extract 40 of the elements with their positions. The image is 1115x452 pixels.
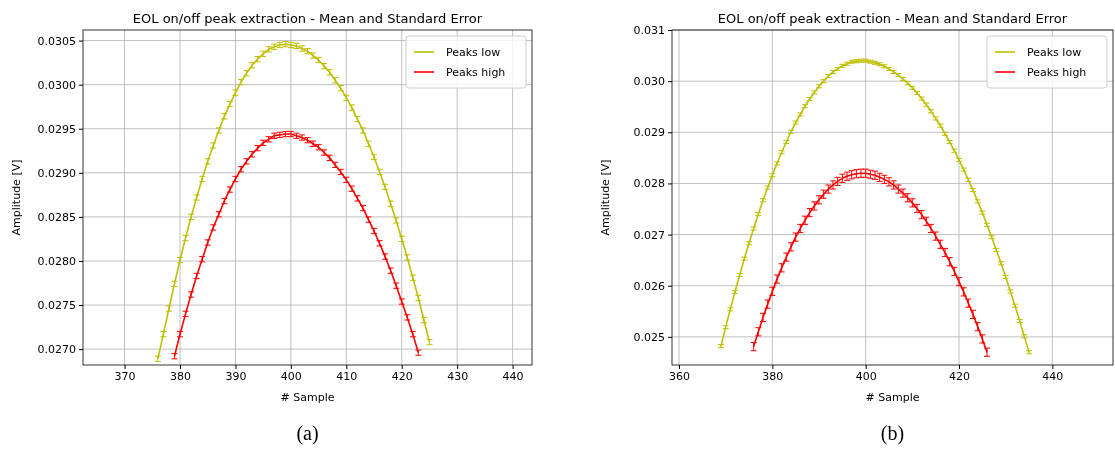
legend-label: Peaks high [1027, 66, 1087, 79]
y-tick-label: 0.026 [633, 279, 665, 293]
y-tick-label: 0.0280 [37, 254, 76, 268]
chart-title: EOL on/off peak extraction - Mean and Standard Error [132, 11, 483, 26]
x-tick-label: 390 [225, 369, 247, 383]
text: (a) [296, 422, 319, 445]
legend-label: Peaks low [1027, 46, 1082, 59]
chart-title: EOL on/off peak extraction - Mean and Standard Error [717, 11, 1068, 26]
y-tick-label: 0.029 [633, 126, 665, 140]
y-tick-label: 0.025 [633, 330, 665, 344]
text: (b) [880, 422, 905, 445]
x-tick-label: 420 [949, 369, 970, 383]
legend-label: Peaks low [446, 46, 501, 59]
y-tick-label: 0.0290 [37, 166, 76, 180]
x-axis-title: # Sample [865, 391, 920, 404]
x-axis-title: # Sample [280, 391, 335, 404]
x-tick-label: 400 [280, 369, 302, 383]
x-tick-label: 400 [855, 369, 877, 383]
y-tick-label: 0.030 [633, 75, 665, 89]
y-axis-title: Amplitude [V] [10, 159, 23, 236]
y-tick-label: 0.0275 [37, 299, 76, 313]
y-tick-label: 0.0270 [37, 343, 76, 357]
legend-label: Peaks high [446, 66, 506, 79]
x-tick-label: 420 [391, 369, 413, 383]
y-tick-label: 0.028 [633, 177, 665, 191]
x-tick-label: 360 [669, 369, 690, 383]
y-tick-label: 0.0285 [37, 210, 76, 224]
y-tick-label: 0.031 [633, 24, 665, 38]
y-tick-label: 0.0305 [37, 34, 76, 48]
y-tick-label: 0.027 [633, 228, 665, 242]
y-tick-label: 0.0295 [37, 122, 76, 136]
x-tick-label: 430 [447, 369, 469, 383]
y-tick-label: 0.0300 [37, 78, 76, 92]
x-tick-label: 380 [762, 369, 784, 383]
x-tick-label: 440 [1042, 369, 1064, 383]
x-tick-label: 410 [336, 369, 358, 383]
x-tick-label: 440 [502, 369, 524, 383]
x-tick-label: 380 [170, 369, 192, 383]
x-tick-label: 370 [114, 369, 136, 383]
y-axis-title: Amplitude [V] [599, 159, 612, 236]
